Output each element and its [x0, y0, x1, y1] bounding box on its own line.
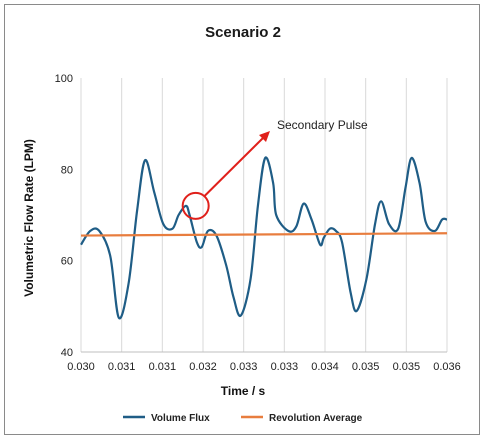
series-group	[80, 156, 448, 320]
x-axis-label: Time / s	[221, 384, 266, 398]
legend-label: Revolution Average	[269, 413, 363, 424]
annotation-arrowhead	[259, 131, 270, 142]
x-tick-label: 0.031	[108, 361, 136, 373]
chart-title: Scenario 2	[205, 24, 281, 41]
legend: Volume Flux Revolution Average	[123, 413, 363, 424]
x-tick-label: 0.035	[393, 361, 421, 373]
chart-frame: Scenario 2 0.030 0.031 0.031 0.032 0.033 0.03…	[4, 4, 480, 435]
x-tick-label: 0.031	[149, 361, 177, 373]
x-tick-label: 0.030	[67, 361, 95, 373]
series-line-volume-flux	[80, 156, 448, 320]
x-tick-label: 0.033	[230, 361, 258, 373]
y-tick-label: 40	[61, 347, 73, 359]
series-line-revolution-average	[80, 232, 448, 237]
y-tick-label: 60	[61, 256, 73, 268]
x-tick-label: 0.032	[189, 361, 217, 373]
chart-canvas: Scenario 2 0.030 0.031 0.031 0.032 0.033 0.03…	[22, 24, 461, 424]
annotation-group: Secondary Pulse	[181, 118, 368, 220]
x-tick-label: 0.035	[352, 361, 380, 373]
legend-label: Volume Flux	[151, 413, 210, 424]
y-axis-label: Volumetric Flow Rate (LPM)	[22, 139, 36, 297]
grid-lines	[80, 78, 448, 352]
y-tick-label: 80	[61, 164, 73, 176]
axes: 0.030 0.031 0.031 0.032 0.033 0.033 0.034 0.035…	[55, 73, 461, 373]
y-tick-label: 100	[55, 73, 73, 85]
annotation-label: Secondary Pulse	[277, 118, 368, 132]
annotation-arrow	[203, 135, 266, 197]
x-tick-label: 0.034	[311, 361, 339, 373]
x-tick-label: 0.033	[271, 361, 299, 373]
annotation-circle	[181, 191, 210, 220]
x-tick-label: 0.036	[433, 361, 461, 373]
